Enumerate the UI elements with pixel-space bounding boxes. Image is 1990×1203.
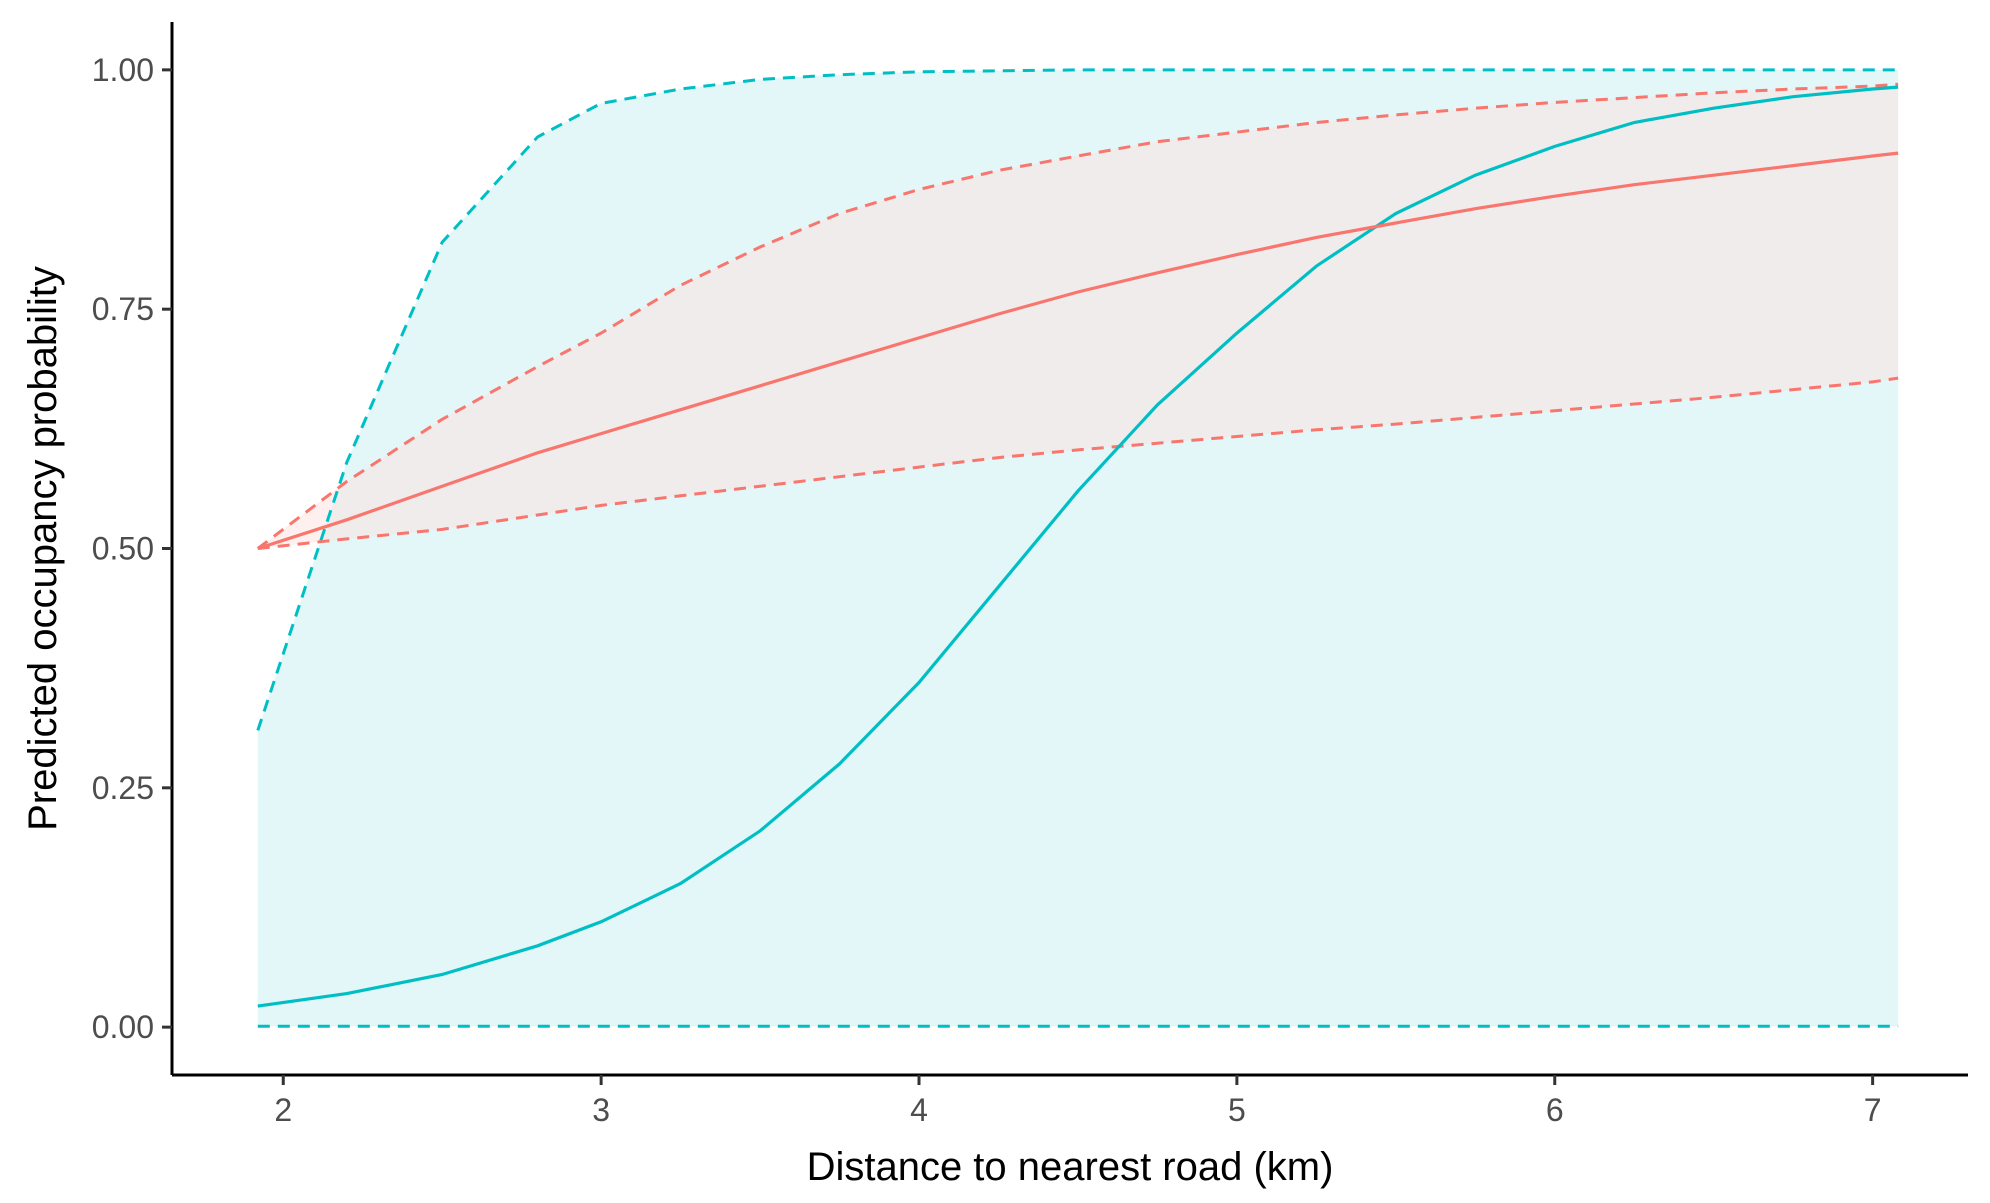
y-tick-label: 0.00 — [92, 1009, 154, 1045]
y-tick-label: 0.50 — [92, 531, 154, 567]
x-tick-label: 6 — [1546, 1092, 1564, 1128]
x-tick-label: 4 — [910, 1092, 928, 1128]
x-tick-label: 5 — [1228, 1092, 1246, 1128]
series-1-upper-bound-line — [256, 68, 1899, 731]
plot-area — [256, 68, 1899, 1028]
y-axis-title: Predicted occupancy probability — [21, 266, 65, 831]
series-2-upper-bound-line — [256, 82, 1899, 550]
y-axis-ticks: 0.00 0.25 0.50 0.75 1.00 — [92, 52, 172, 1045]
y-tick-label: 0.75 — [92, 291, 154, 327]
series-1-fit-line — [257, 85, 1899, 1008]
series-2-fit-line — [257, 151, 1899, 551]
x-tick-label: 3 — [592, 1092, 610, 1128]
x-axis-title: Distance to nearest road (km) — [807, 1145, 1334, 1189]
x-tick-label: 7 — [1864, 1092, 1882, 1128]
y-tick-label: 0.25 — [92, 770, 154, 806]
x-tick-label: 2 — [274, 1092, 292, 1128]
y-tick-label: 1.00 — [92, 52, 154, 88]
confidence-ribbon-2 — [257, 84, 1899, 549]
x-axis-ticks: 2 3 4 5 6 7 — [274, 1075, 1882, 1128]
